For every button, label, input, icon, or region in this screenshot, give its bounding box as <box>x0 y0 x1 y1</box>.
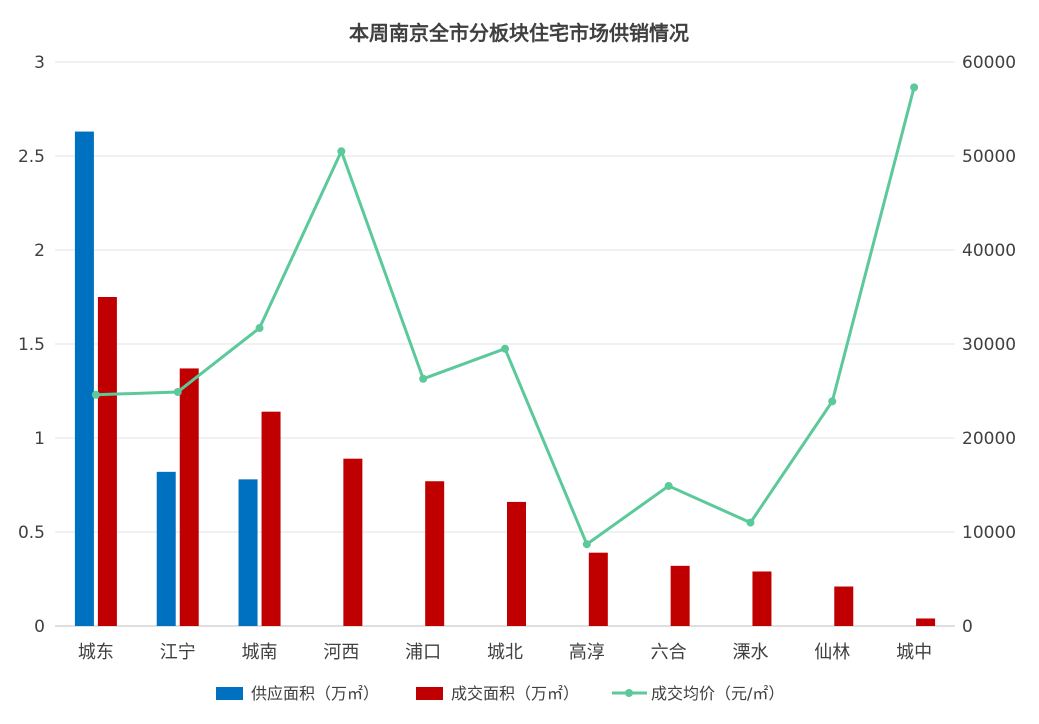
category-label: 六合 <box>651 642 687 663</box>
category-label: 溧水 <box>732 642 768 663</box>
bars <box>74 131 936 626</box>
bar-sales-9 <box>834 586 854 626</box>
price-point-6 <box>582 540 591 549</box>
price-point-1 <box>173 387 182 396</box>
legend-swatch-1 <box>416 687 443 700</box>
bar-supply-2 <box>238 479 258 626</box>
bar-sales-3 <box>343 458 363 626</box>
left-tick-label: 2 <box>34 241 45 261</box>
price-point-8 <box>746 518 755 527</box>
bar-sales-4 <box>425 481 445 626</box>
chart-title: 本周南京全市分板块住宅市场供销情况 <box>349 21 689 45</box>
right-tick-label: 20000 <box>962 429 1016 449</box>
right-tick-label: 0 <box>962 617 973 637</box>
legend-swatch-0 <box>216 687 243 700</box>
bar-sales-8 <box>752 571 772 626</box>
category-label: 城中 <box>896 642 932 663</box>
bar-supply-1 <box>156 471 176 626</box>
left-axis-ticks: 0 0.5 1 1.5 2 2.5 3 <box>18 53 45 637</box>
bar-sales-0 <box>97 297 117 626</box>
price-line <box>91 83 919 549</box>
legend-label-0: 供应面积（万㎡） <box>251 684 379 703</box>
right-axis-ticks: 0 10000 20000 30000 40000 50000 60000 <box>962 53 1016 637</box>
price-point-4 <box>419 374 428 383</box>
category-label: 仙林 <box>814 642 850 663</box>
left-tick-label: 3 <box>34 53 45 73</box>
left-tick-label: 2.5 <box>18 147 45 167</box>
bar-sales-10 <box>916 618 936 626</box>
bar-sales-5 <box>507 501 526 626</box>
price-point-5 <box>501 344 509 353</box>
bar-supply-0 <box>74 131 94 626</box>
price-point-0 <box>91 390 100 399</box>
category-label: 城东 <box>78 642 114 663</box>
legend-label-2: 成交均价（元/㎡） <box>651 684 784 703</box>
right-tick-label: 50000 <box>962 147 1016 167</box>
price-point-9 <box>828 397 837 406</box>
bar-sales-7 <box>670 565 690 626</box>
category-label: 江宁 <box>160 642 196 663</box>
left-tick-label: 0 <box>34 617 45 637</box>
category-label: 高淳 <box>569 642 605 663</box>
right-tick-label: 60000 <box>962 53 1016 73</box>
category-label: 浦口 <box>405 642 441 663</box>
left-tick-label: 0.5 <box>18 523 45 543</box>
legend: 供应面积（万㎡） 成交面积（万㎡） 成交均价（元/㎡） <box>216 684 784 703</box>
legend-label-1: 成交面积（万㎡） <box>451 684 579 703</box>
price-point-2 <box>255 324 264 333</box>
bar-sales-1 <box>179 368 199 626</box>
bar-sales-2 <box>261 411 281 626</box>
category-label: 城北 <box>487 642 523 663</box>
category-label: 城南 <box>242 642 278 663</box>
category-label: 河西 <box>323 642 359 663</box>
bar-sales-6 <box>588 552 608 626</box>
left-tick-label: 1 <box>34 429 45 449</box>
legend-marker-2 <box>625 689 633 697</box>
price-point-3 <box>337 147 346 156</box>
right-tick-label: 10000 <box>962 523 1016 543</box>
left-tick-label: 1.5 <box>18 335 45 355</box>
right-tick-label: 40000 <box>962 241 1016 261</box>
price-point-10 <box>910 83 919 92</box>
price-point-7 <box>664 481 673 490</box>
right-tick-label: 30000 <box>962 335 1016 355</box>
category-labels: 城东 江宁 城南 河西 浦口 城北 高淳 六合 溧水 仙林 城中 <box>78 642 932 663</box>
gridlines <box>55 61 955 627</box>
